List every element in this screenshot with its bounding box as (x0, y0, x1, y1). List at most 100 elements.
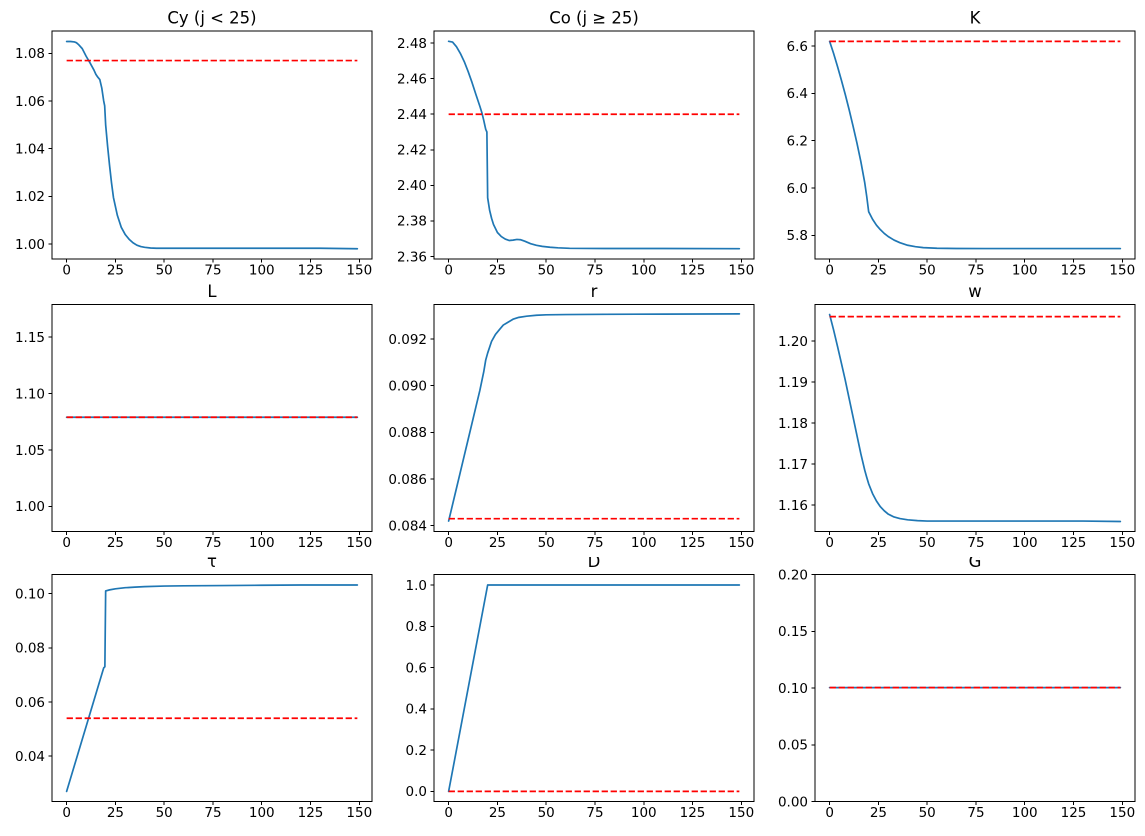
subplot-title: D (587, 557, 600, 571)
subplot-title: K (970, 8, 982, 27)
y-tick-label: 1.15 (15, 330, 45, 346)
y-tick-label: 1.02 (15, 189, 45, 205)
series-line-transition-path (829, 40, 1122, 250)
subplot-d: 0 25 50 75 100 125 150 0.0 0.2 0.4 0.6 0.8 1.0 D (382, 557, 764, 836)
y-tick-label: 0.15 (778, 625, 808, 641)
subplot-cy: 0 25 50 75 100 125 150 1.00 1.02 1.04 1.06 1.08 Cy (… (0, 0, 382, 279)
y-tick-label: 0.10 (778, 681, 808, 697)
x-tick-label: 125 (679, 534, 705, 550)
x-tick-label: 25 (870, 262, 887, 278)
y-tick-label: 1.10 (15, 386, 45, 402)
y-tick-label: 2.44 (397, 107, 427, 123)
x-tick-label: 100 (631, 534, 657, 550)
y-tick-label: 0.088 (388, 425, 427, 441)
subplot-k: 0 25 50 75 100 125 150 5.8 6.0 6.2 6.4 6.6 K (763, 0, 1145, 279)
x-tick-label: 150 (728, 806, 754, 822)
plot-frame (814, 303, 1136, 532)
x-tick-label: 25 (107, 806, 124, 822)
plot-frame (433, 574, 755, 803)
subplot-co: 0 25 50 75 100 125 150 2.36 2.38 2.40 2.42 2.44 2.46… (382, 0, 764, 279)
x-tick-label: 125 (298, 534, 324, 550)
x-tick-label: 100 (249, 262, 275, 278)
x-tick-label: 0 (444, 262, 453, 278)
x-tick-label: 25 (870, 534, 887, 550)
y-tick-label: 1.05 (15, 442, 45, 458)
plot-frame (51, 574, 373, 803)
y-tick-label: 1.19 (778, 375, 808, 391)
x-tick-label: 0 (62, 534, 71, 550)
x-tick-label: 125 (679, 262, 705, 278)
series-line-transition-path (447, 584, 740, 793)
plot-frame (814, 30, 1136, 260)
x-tick-label: 25 (488, 262, 505, 278)
x-tick-label: 125 (298, 806, 324, 822)
y-tick-label: 0.6 (405, 661, 426, 677)
subplot-title: w (969, 281, 982, 300)
subplot-r: 0 25 50 75 100 125 150 0.084 0.086 0.088 0.090 0.09… (382, 279, 764, 558)
y-tick-label: 0.090 (388, 378, 427, 394)
x-tick-label: 100 (1012, 806, 1038, 822)
y-tick-label: 1.06 (15, 94, 45, 110)
x-tick-label: 50 (156, 534, 173, 550)
x-tick-label: 0 (62, 806, 71, 822)
subplot-title: L (207, 281, 217, 300)
x-tick-label: 150 (1110, 806, 1136, 822)
subplot-g-canvas: 0 25 50 75 100 125 150 0.00 0.05 0.10 0.15 0.20 G (778, 557, 1136, 822)
subplot-title: G (969, 557, 982, 571)
series-line-transition-path (829, 313, 1122, 522)
y-tick-label: 2.38 (397, 214, 427, 230)
x-tick-label: 0 (62, 262, 71, 278)
x-tick-label: 75 (586, 534, 603, 550)
subplot-w: 0 25 50 75 100 125 150 1.16 1.17 1.18 1.19 1.20 w (763, 279, 1145, 558)
x-tick-label: 0 (444, 806, 453, 822)
x-tick-label: 75 (968, 806, 985, 822)
y-tick-label: 0.0 (405, 784, 426, 800)
x-tick-label: 100 (249, 534, 275, 550)
x-tick-label: 75 (968, 262, 985, 278)
subplot-cy-canvas: 0 25 50 75 100 125 150 1.00 1.02 1.04 1.06 1.08 Cy (… (15, 8, 373, 278)
subplot-l-canvas: 0 25 50 75 100 125 150 1.00 1.05 1.10 1.15 L (15, 281, 373, 550)
y-tick-label: 1.00 (15, 499, 45, 515)
series-line-transition-path (447, 40, 740, 250)
y-tick-label: 1.17 (778, 457, 808, 473)
y-tick-label: 1.16 (778, 498, 808, 514)
x-tick-label: 50 (156, 806, 173, 822)
y-tick-label: 1.0 (405, 578, 426, 594)
x-tick-label: 100 (631, 262, 657, 278)
subplot-title: τ (207, 557, 217, 571)
series-line-transition-path (65, 40, 359, 250)
y-tick-label: 1.08 (15, 46, 45, 62)
y-tick-label: 2.46 (397, 71, 427, 87)
y-tick-label: 6.6 (787, 39, 808, 55)
x-tick-label: 125 (1061, 262, 1087, 278)
y-tick-label: 6.0 (787, 181, 808, 197)
y-tick-label: 0.00 (778, 795, 808, 811)
plot-frame (433, 303, 755, 532)
subplot-r-canvas: 0 25 50 75 100 125 150 0.084 0.086 0.088 0.090 0.09… (388, 281, 755, 550)
y-tick-label: 6.4 (787, 86, 808, 102)
series-line-transition-path (447, 312, 740, 522)
x-tick-label: 100 (631, 806, 657, 822)
x-tick-label: 50 (537, 806, 554, 822)
x-tick-label: 50 (919, 262, 936, 278)
x-tick-label: 50 (156, 262, 173, 278)
x-tick-label: 150 (346, 534, 372, 550)
subplot-k-canvas: 0 25 50 75 100 125 150 5.8 6.0 6.2 6.4 6.6 K (787, 8, 1136, 278)
subplot-w-canvas: 0 25 50 75 100 125 150 1.16 1.17 1.18 1.19 1.20 w (778, 281, 1136, 550)
y-tick-label: 0.084 (388, 518, 427, 534)
x-tick-label: 75 (968, 534, 985, 550)
x-tick-label: 75 (204, 262, 221, 278)
x-tick-label: 25 (870, 806, 887, 822)
x-tick-label: 125 (679, 806, 705, 822)
x-tick-label: 150 (1110, 262, 1136, 278)
x-tick-label: 50 (537, 534, 554, 550)
x-tick-label: 25 (107, 534, 124, 550)
plot-frame (51, 30, 373, 260)
x-tick-label: 150 (346, 262, 372, 278)
x-tick-label: 0 (826, 806, 835, 822)
x-tick-label: 75 (586, 262, 603, 278)
x-tick-label: 25 (488, 806, 505, 822)
y-tick-label: 2.40 (397, 178, 427, 194)
y-tick-label: 0.06 (15, 695, 45, 711)
